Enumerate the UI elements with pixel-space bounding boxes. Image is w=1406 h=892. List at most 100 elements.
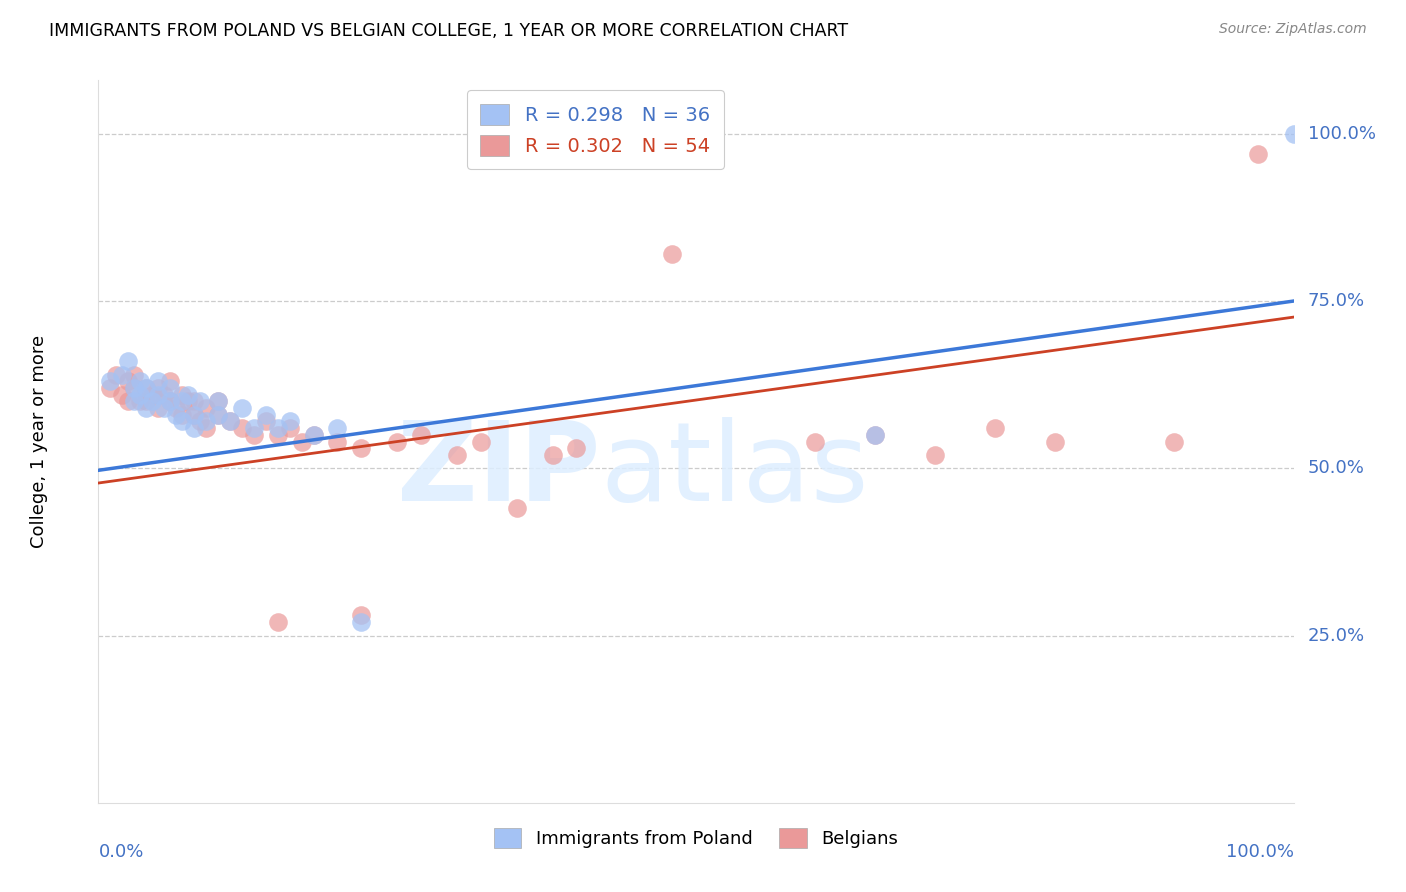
Point (291, 434, 314, 449)
Point (165, 401, 187, 416)
Point (124, 381, 146, 395)
Point (135, 381, 157, 395)
Point (231, 421, 253, 435)
Point (172, 387, 194, 401)
Point (159, 381, 181, 395)
Point (565, 442, 588, 455)
Point (350, 442, 373, 455)
Point (148, 387, 170, 401)
Point (153, 387, 176, 401)
Point (865, 427, 887, 442)
Point (129, 375, 152, 389)
Text: atlas: atlas (600, 417, 869, 524)
Text: IMMIGRANTS FROM POLAND VS BELGIAN COLLEGE, 1 YEAR OR MORE CORRELATION CHART: IMMIGRANTS FROM POLAND VS BELGIAN COLLEG… (49, 22, 848, 40)
Point (159, 394, 181, 409)
Point (105, 368, 128, 382)
Point (243, 427, 266, 442)
Point (172, 394, 194, 409)
Point (135, 401, 157, 416)
Legend: Immigrants from Poland, Belgians: Immigrants from Poland, Belgians (484, 817, 908, 859)
Point (1163, 434, 1185, 449)
Point (302, 427, 325, 442)
Point (183, 408, 205, 422)
Text: Source: ZipAtlas.com: Source: ZipAtlas.com (1219, 22, 1367, 37)
Point (1043, 434, 1066, 449)
Point (207, 394, 229, 409)
Point (541, 448, 564, 462)
Point (117, 354, 139, 368)
Point (195, 401, 218, 416)
Point (148, 375, 170, 389)
Point (267, 421, 290, 435)
Point (124, 381, 146, 395)
Point (254, 414, 277, 429)
Point (470, 434, 492, 449)
Point (159, 375, 181, 389)
Point (1282, 127, 1305, 141)
Point (177, 394, 200, 409)
Point (207, 408, 229, 422)
Point (207, 408, 229, 422)
Point (243, 421, 266, 435)
Point (129, 387, 152, 401)
Point (153, 401, 176, 416)
Point (865, 427, 887, 442)
Point (207, 394, 229, 409)
Point (124, 368, 146, 382)
Point (172, 414, 194, 429)
Point (411, 427, 433, 442)
Point (326, 421, 349, 435)
Point (506, 501, 529, 516)
Point (219, 414, 242, 429)
Point (278, 414, 301, 429)
Point (135, 381, 157, 395)
Point (148, 401, 170, 416)
Point (350, 608, 373, 623)
Point (195, 421, 218, 435)
Point (1247, 147, 1270, 161)
Point (350, 615, 373, 630)
Point (219, 414, 242, 429)
Text: 100.0%: 100.0% (1226, 843, 1294, 861)
Text: 75.0%: 75.0% (1308, 292, 1365, 310)
Point (278, 421, 301, 435)
Text: 0.0%: 0.0% (98, 843, 143, 861)
Point (135, 394, 157, 409)
Point (385, 434, 409, 449)
Text: 25.0%: 25.0% (1308, 626, 1365, 645)
Point (183, 421, 205, 435)
Point (183, 394, 205, 409)
Text: ZIP: ZIP (396, 417, 600, 524)
Point (302, 427, 325, 442)
Point (183, 408, 205, 422)
Point (231, 401, 253, 416)
Point (98, 381, 122, 395)
Point (195, 414, 218, 429)
Point (984, 421, 1007, 435)
Point (141, 387, 163, 401)
Point (165, 408, 187, 422)
Point (98, 375, 122, 389)
Text: 100.0%: 100.0% (1308, 125, 1376, 143)
Point (172, 408, 194, 422)
Point (188, 414, 211, 429)
Point (804, 434, 827, 449)
Point (159, 394, 181, 409)
Point (326, 434, 349, 449)
Point (141, 394, 163, 409)
Point (111, 368, 134, 382)
Point (148, 381, 170, 395)
Point (129, 394, 152, 409)
Point (117, 394, 139, 409)
Point (254, 408, 277, 422)
Point (111, 387, 134, 401)
Point (267, 615, 290, 630)
Point (117, 375, 139, 389)
Text: 50.0%: 50.0% (1308, 459, 1365, 477)
Point (188, 394, 211, 409)
Point (446, 448, 468, 462)
Point (177, 387, 200, 401)
Point (661, 247, 683, 261)
Text: College, 1 year or more: College, 1 year or more (30, 335, 48, 548)
Point (267, 427, 290, 442)
